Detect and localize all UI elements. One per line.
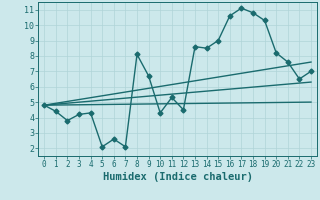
- X-axis label: Humidex (Indice chaleur): Humidex (Indice chaleur): [103, 172, 252, 182]
